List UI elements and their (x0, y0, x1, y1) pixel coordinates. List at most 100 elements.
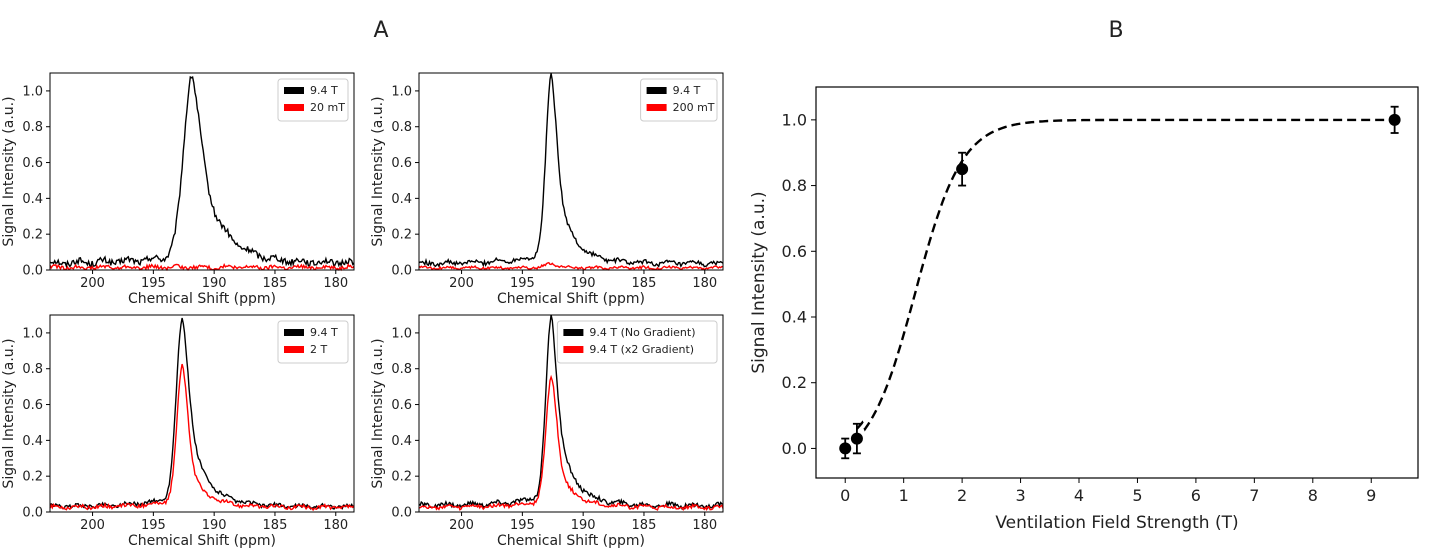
x-tick-label: 180 (692, 276, 717, 291)
x-tick-label: 185 (263, 518, 288, 533)
x-axis-label: Ventilation Field Strength (T) (995, 513, 1238, 533)
legend: 9.4 T 20 mT (277, 78, 349, 122)
y-tick-label: 0.2 (391, 228, 412, 243)
y-tick-label: 0.0 (782, 439, 807, 458)
series-line-2 (418, 374, 724, 512)
y-axis-label: Signal Intensity (a.u.) (370, 338, 386, 488)
y-tick-label: 0.6 (391, 156, 412, 171)
y-tick-label: 0.2 (782, 373, 807, 392)
x-tick-label: 190 (202, 518, 227, 533)
y-tick-label: 0.4 (22, 192, 43, 207)
legend-label-1: 9.4 T (673, 84, 701, 97)
x-tick-label: 185 (632, 518, 657, 533)
y-tick-label: 1.0 (391, 84, 412, 99)
legend-swatch-2 (646, 104, 667, 111)
legend-box (556, 320, 718, 364)
panel-label-b: B (1108, 18, 1123, 43)
y-tick-label: 0.8 (391, 120, 412, 135)
series-line-1 (418, 73, 724, 268)
legend-swatch-2 (284, 104, 304, 111)
plot-frame (815, 86, 1419, 479)
x-tick-label: 1 (899, 486, 909, 505)
x-tick-label: 185 (632, 276, 657, 291)
plot-frame (49, 314, 355, 513)
y-tick-label: 0.2 (391, 470, 412, 485)
data-point-4 (1388, 113, 1401, 126)
plot-frame (418, 314, 724, 513)
x-axis-label: Chemical Shift (ppm) (128, 291, 276, 307)
y-tick-label: 0.4 (782, 308, 807, 327)
y-tick-label: 0.0 (391, 506, 412, 521)
x-tick-label: 180 (323, 276, 348, 291)
panel-label-a: A (373, 18, 388, 43)
y-tick-label: 0.4 (22, 434, 43, 449)
y-tick-label: 1.0 (22, 84, 43, 99)
y-tick-label: 1.0 (391, 326, 412, 341)
data-point-2 (850, 432, 863, 445)
chart-a1: 200 195 190 185 180 0.0 0.2 0.4 0.6 0.8 1.0 Chemica… (1, 72, 355, 307)
x-tick-label: 200 (80, 518, 105, 533)
x-tick-label: 190 (202, 276, 227, 291)
x-tick-label: 190 (571, 276, 596, 291)
legend: 9.4 T (No Gradient) 9.4 T (x2 Gradient) (556, 320, 718, 364)
y-tick-label: 0.6 (22, 398, 43, 413)
legend: 9.4 T 200 mT (640, 78, 718, 122)
series-line-1 (49, 75, 355, 270)
y-tick-label: 1.0 (22, 326, 43, 341)
series-line-2 (49, 262, 355, 272)
x-tick-label: 195 (510, 518, 535, 533)
x-tick-label: 6 (1191, 486, 1201, 505)
x-tick-label: 185 (263, 276, 288, 291)
x-tick-label: 2 (957, 486, 967, 505)
y-tick-label: 0.0 (22, 506, 43, 521)
x-tick-label: 195 (141, 518, 166, 533)
x-tick-label: 5 (1132, 486, 1142, 505)
x-tick-label: 200 (449, 518, 474, 533)
y-tick-label: 0.4 (391, 434, 412, 449)
y-tick-label: 0.6 (22, 156, 43, 171)
y-tick-label: 0.8 (782, 176, 807, 195)
x-tick-label: 7 (1249, 486, 1259, 505)
legend-swatch-2 (563, 346, 584, 353)
series-line-2 (49, 363, 355, 512)
x-tick-label: 8 (1308, 486, 1318, 505)
y-tick-label: 1.0 (782, 110, 807, 129)
x-tick-label: 190 (571, 518, 596, 533)
legend-label-2: 20 mT (310, 101, 345, 114)
y-tick-label: 0.6 (782, 242, 807, 261)
chart-b: 0 1 2 3 4 5 6 7 8 9 0.0 0.2 0.4 0.6 0.8 1.0 Ventilation … (749, 86, 1419, 533)
y-tick-label: 0.8 (22, 362, 43, 377)
series-line-2 (418, 261, 724, 271)
fit-curve (856, 118, 1395, 432)
y-axis-label: Signal Intensity (a.u.) (1, 96, 17, 246)
y-tick-label: 0.6 (391, 398, 412, 413)
y-axis-label: Signal Intensity (a.u.) (1, 338, 17, 488)
x-tick-label: 3 (1015, 486, 1025, 505)
x-tick-label: 180 (692, 518, 717, 533)
legend-swatch-1 (284, 329, 304, 336)
x-axis-label: Chemical Shift (ppm) (497, 291, 645, 307)
legend-label-1: 9.4 T (No Gradient) (589, 326, 695, 339)
x-tick-label: 200 (449, 276, 474, 291)
x-tick-label: 195 (141, 276, 166, 291)
x-tick-label: 195 (510, 276, 535, 291)
y-tick-label: 0.8 (391, 362, 412, 377)
x-tick-label: 200 (80, 276, 105, 291)
plot-frame (49, 72, 355, 271)
data-point-3 (956, 163, 969, 176)
y-tick-label: 0.2 (22, 470, 43, 485)
y-tick-label: 0.2 (22, 228, 43, 243)
legend-label-2: 2 T (310, 343, 327, 356)
y-tick-label: 0.0 (391, 264, 412, 279)
x-axis-label: Chemical Shift (ppm) (497, 533, 645, 549)
x-tick-label: 0 (840, 486, 850, 505)
chart-a2: 200 195 190 185 180 0.0 0.2 0.4 0.6 0.8 1.0 Chemica… (370, 72, 724, 307)
chart-a3: 200 195 190 185 180 0.0 0.2 0.4 0.6 0.8 1.0 Chemica… (1, 314, 355, 549)
x-tick-label: 4 (1074, 486, 1084, 505)
plot-frame (418, 72, 724, 271)
legend-swatch-1 (284, 87, 304, 94)
y-axis-label: Signal Intensity (a.u.) (749, 191, 769, 373)
x-axis-label: Chemical Shift (ppm) (128, 533, 276, 549)
legend-swatch-1 (646, 87, 667, 94)
